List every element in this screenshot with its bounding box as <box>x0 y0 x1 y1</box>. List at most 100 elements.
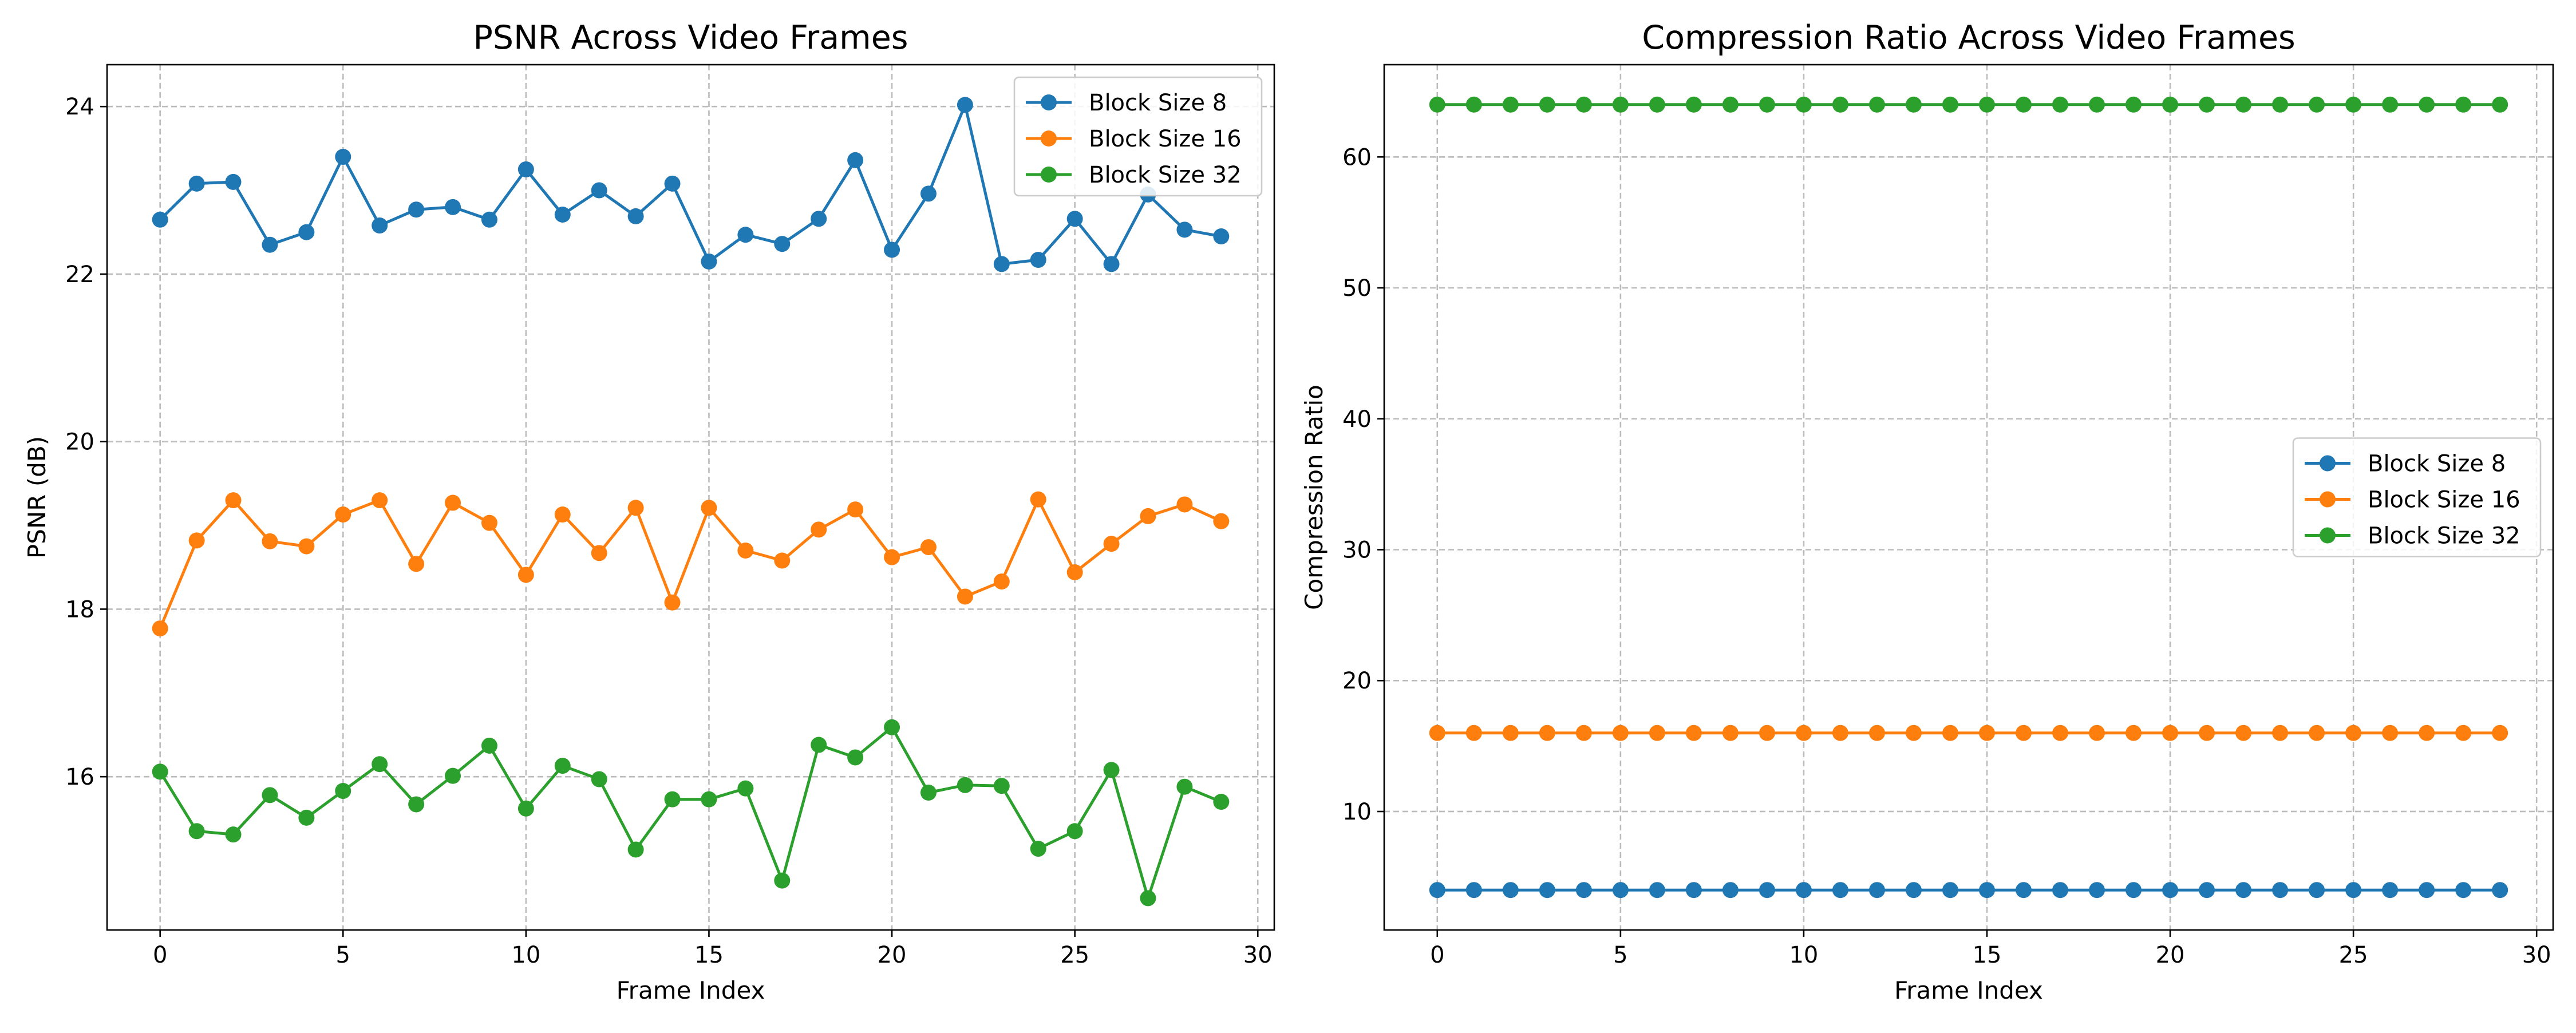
y-tick-label: 30 <box>1342 537 1372 563</box>
y-tick-label: 40 <box>1342 406 1372 433</box>
data-point <box>627 841 644 858</box>
data-point <box>517 800 534 817</box>
data-point <box>481 737 497 754</box>
data-point <box>2419 96 2435 113</box>
data-point <box>2162 882 2179 899</box>
data-point <box>1649 725 1665 741</box>
data-point <box>1979 882 1996 899</box>
legend-label: Block Size 32 <box>1089 162 1242 188</box>
x-tick-label: 25 <box>1060 942 1089 968</box>
series-block-size-32 <box>152 719 1230 907</box>
x-tick-label: 5 <box>1613 942 1627 968</box>
data-point <box>2199 96 2215 113</box>
data-point <box>2345 725 2362 741</box>
data-point <box>298 538 315 555</box>
data-point <box>664 594 681 611</box>
data-point <box>1575 725 1592 741</box>
data-point <box>993 573 1010 590</box>
series-block-size-16 <box>1429 725 2508 741</box>
chart-title: PSNR Across Video Frames <box>473 19 908 57</box>
data-point <box>627 208 644 224</box>
y-tick-label: 18 <box>65 596 94 623</box>
data-point <box>1575 882 1592 899</box>
data-point <box>627 500 644 516</box>
legend-label: Block Size 8 <box>2368 451 2506 477</box>
y-tick-label: 10 <box>1342 799 1372 825</box>
y-tick-label: 24 <box>65 94 94 120</box>
data-point <box>2016 725 2032 741</box>
data-point <box>737 780 754 797</box>
data-point <box>701 791 717 808</box>
x-tick-label: 5 <box>336 942 350 968</box>
data-point <box>1905 725 1922 741</box>
data-point <box>2382 725 2399 741</box>
data-point <box>372 217 388 234</box>
data-point <box>2272 725 2289 741</box>
legend-marker <box>2320 491 2336 508</box>
data-point <box>2052 96 2069 113</box>
data-point <box>188 823 205 840</box>
legend-item: Block Size 8 <box>2305 451 2506 477</box>
x-tick-label: 20 <box>2156 942 2185 968</box>
data-point <box>1140 890 1156 907</box>
data-point <box>1103 762 1120 778</box>
legend-box <box>1013 76 1263 197</box>
data-point <box>2125 725 2142 741</box>
legend-item: Block Size 16 <box>1026 126 1242 152</box>
data-point <box>2492 725 2508 741</box>
x-tick-label: 0 <box>1430 942 1444 968</box>
data-point <box>664 791 681 808</box>
data-point <box>2345 882 2362 899</box>
legend-item: Block Size 8 <box>1026 90 1227 116</box>
data-point <box>225 492 242 509</box>
x-tick-label: 20 <box>878 942 907 968</box>
data-point <box>2272 96 2289 113</box>
legend-label: Block Size 8 <box>1089 90 1227 116</box>
x-tick-label: 0 <box>153 942 167 968</box>
plot-frame <box>1383 64 2554 931</box>
series-line <box>159 103 1222 266</box>
compression-ratio-chart: 0 5 10 15 20 25 30 10 20 30 40 50 60 Compression Rati… <box>1300 19 2554 1004</box>
data-point <box>1795 725 1812 741</box>
plot-frame <box>106 64 1275 931</box>
data-point <box>335 506 351 523</box>
series-block-size-8 <box>152 97 1230 272</box>
data-point <box>1942 96 1958 113</box>
data-point <box>1502 725 1519 741</box>
data-point <box>1722 96 1739 113</box>
y-tick-label: 60 <box>1342 144 1372 171</box>
data-point <box>1030 491 1046 508</box>
data-point <box>1030 252 1046 268</box>
data-point <box>2235 882 2252 899</box>
data-point <box>737 542 754 559</box>
data-point <box>1979 725 1996 741</box>
legend-label: Block Size 16 <box>1089 126 1242 152</box>
data-point <box>957 777 973 793</box>
data-point <box>2089 96 2105 113</box>
series-block-size-32 <box>1429 96 2508 113</box>
data-point <box>1979 96 1996 113</box>
data-point <box>372 492 388 509</box>
data-point <box>591 182 607 199</box>
data-point <box>1795 96 1812 113</box>
data-point <box>2125 96 2142 113</box>
data-point <box>1429 725 1445 741</box>
data-point <box>445 767 461 784</box>
data-point <box>262 236 278 253</box>
data-point <box>701 253 717 270</box>
data-point <box>1649 96 1665 113</box>
data-point <box>1176 496 1193 513</box>
data-point <box>517 567 534 583</box>
data-point <box>1429 882 1445 899</box>
data-point <box>408 201 425 218</box>
data-point <box>1832 96 1848 113</box>
psnr-chart: 0 5 10 15 20 25 30 16 18 20 22 24 PSNR Across Video … <box>23 19 1275 1004</box>
series-block-size-16 <box>152 491 1230 637</box>
data-point <box>1868 725 1885 741</box>
data-point <box>1213 513 1230 529</box>
data-point <box>1465 725 1482 741</box>
data-point <box>774 236 791 252</box>
data-point <box>774 552 791 569</box>
y-tick-label: 20 <box>1342 668 1372 694</box>
